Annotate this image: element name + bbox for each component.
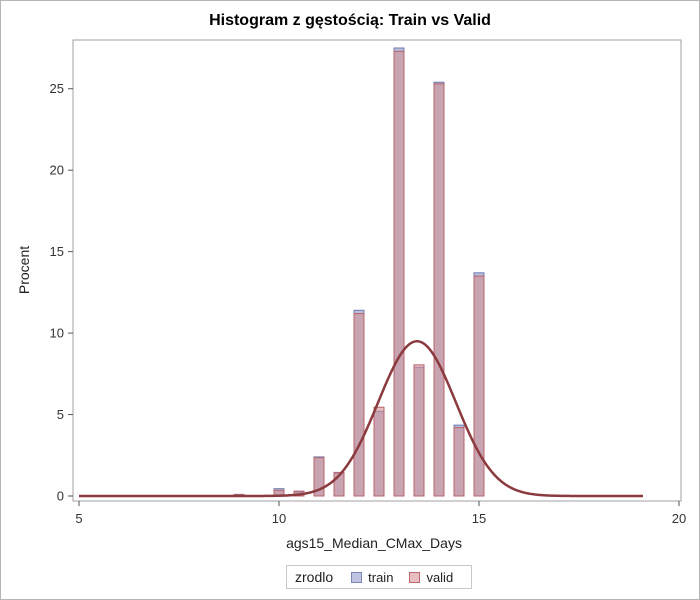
- x-tick-label-20: 20: [672, 511, 686, 526]
- y-tick-label-0: 0: [57, 489, 64, 504]
- legend-swatch-valid: [409, 571, 421, 583]
- bar-valid-11: [313, 457, 325, 497]
- bar-valid-14: [433, 83, 445, 497]
- y-tick-label-20: 20: [50, 163, 64, 178]
- bar-valid-12.5: [373, 406, 385, 497]
- y-axis-title: Procent: [16, 246, 32, 294]
- bar-valid-13.5: [413, 364, 425, 497]
- y-tick-label-5: 5: [57, 407, 64, 422]
- x-tick-label-10: 10: [272, 511, 286, 526]
- density-group: [79, 339, 643, 498]
- y-tick-label-25: 25: [50, 81, 64, 96]
- y-tick-label-15: 15: [50, 244, 64, 259]
- legend-label-train: train: [368, 569, 394, 585]
- x-axis: 5 10 15 20: [75, 501, 686, 526]
- density-curve: [79, 339, 643, 498]
- x-tick-label-5: 5: [75, 511, 82, 526]
- bar-valid-15: [473, 275, 485, 497]
- x-tick-label-15: 15: [472, 511, 486, 526]
- legend-entry-valid: valid: [409, 570, 453, 585]
- legend-label-valid: valid: [426, 569, 454, 585]
- legend-entry-train: train: [351, 570, 393, 585]
- bar-valid-12: [353, 313, 365, 497]
- y-axis: 0 5 10 15 20 25: [50, 81, 73, 504]
- legend-swatch-train: [351, 571, 363, 583]
- legend: zrodlo train valid: [286, 565, 473, 589]
- bar-valid-11.5: [333, 471, 345, 497]
- legend-title: zrodlo: [295, 569, 334, 585]
- bar-valid-13: [393, 50, 405, 497]
- x-axis-title: ags15_Median_CMax_Days: [286, 535, 462, 551]
- y-tick-label-10: 10: [50, 326, 64, 341]
- chart-title: Histogram z gęstością: Train vs Valid: [209, 12, 491, 29]
- bar-valid-14.5: [453, 427, 465, 497]
